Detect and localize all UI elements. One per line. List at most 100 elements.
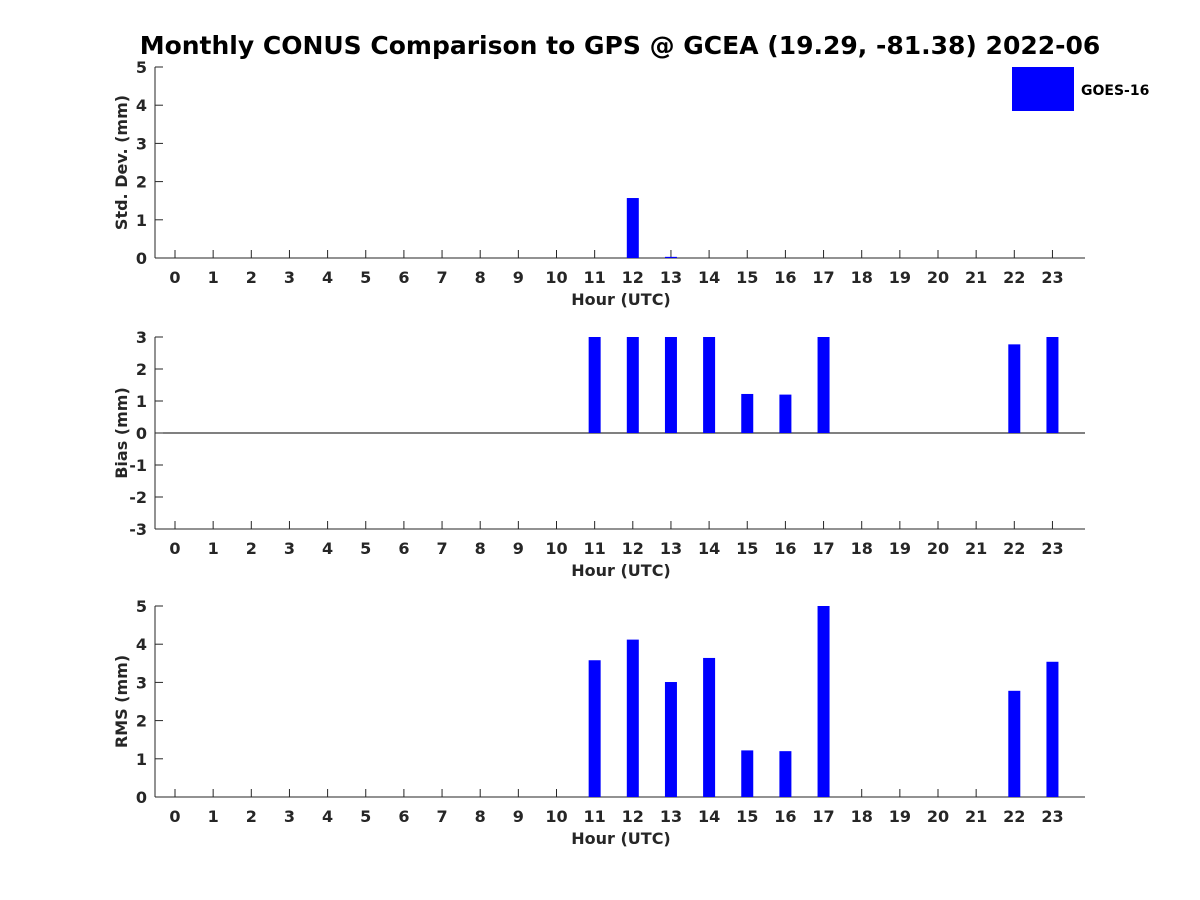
y-tick-label: 5 xyxy=(136,58,147,77)
bar-hour-22 xyxy=(1008,344,1021,433)
y-tick-label: 1 xyxy=(136,211,147,230)
x-tick-label: 9 xyxy=(513,268,524,287)
x-tick-label: 0 xyxy=(169,807,180,826)
x-axis-label: Hour (UTC) xyxy=(571,561,671,580)
x-tick-label: 18 xyxy=(851,268,873,287)
y-tick-label: 4 xyxy=(136,96,147,115)
y-tick-label: 2 xyxy=(136,173,147,192)
x-tick-label: 13 xyxy=(660,268,682,287)
x-tick-label: 12 xyxy=(622,807,644,826)
x-tick-label: 22 xyxy=(1003,539,1025,558)
x-tick-label: 7 xyxy=(436,268,447,287)
x-tick-label: 6 xyxy=(398,539,409,558)
y-tick-label: -3 xyxy=(129,520,147,539)
x-tick-label: 7 xyxy=(436,807,447,826)
x-tick-label: 3 xyxy=(284,268,295,287)
y-tick-label: 0 xyxy=(136,249,147,268)
x-tick-label: 10 xyxy=(545,807,567,826)
x-axis-label: Hour (UTC) xyxy=(571,829,671,848)
x-tick-label: 4 xyxy=(322,539,333,558)
bar-hour-17 xyxy=(817,606,830,797)
x-tick-label: 2 xyxy=(246,807,257,826)
x-tick-label: 5 xyxy=(360,807,371,826)
y-tick-label: 2 xyxy=(136,712,147,731)
x-tick-label: 17 xyxy=(812,539,834,558)
x-tick-label: 15 xyxy=(736,268,758,287)
x-tick-label: 4 xyxy=(322,268,333,287)
x-tick-label: 1 xyxy=(208,539,219,558)
y-tick-label: 3 xyxy=(136,328,147,347)
x-tick-label: 12 xyxy=(622,539,644,558)
y-tick-label: -1 xyxy=(129,456,147,475)
x-tick-label: 1 xyxy=(208,268,219,287)
bar-hour-12 xyxy=(626,198,639,258)
bar-hour-16 xyxy=(779,394,792,433)
bar-hour-13 xyxy=(664,682,677,797)
x-tick-label: 7 xyxy=(436,539,447,558)
x-tick-label: 19 xyxy=(889,807,911,826)
x-tick-label: 19 xyxy=(889,268,911,287)
x-tick-label: 1 xyxy=(208,807,219,826)
x-tick-label: 14 xyxy=(698,807,720,826)
x-tick-label: 23 xyxy=(1041,268,1063,287)
x-axis-label: Hour (UTC) xyxy=(571,290,671,309)
bar-hour-17 xyxy=(817,337,830,433)
x-tick-label: 9 xyxy=(513,539,524,558)
x-tick-label: 23 xyxy=(1041,807,1063,826)
x-tick-label: 0 xyxy=(169,268,180,287)
x-tick-label: 16 xyxy=(774,807,796,826)
x-tick-label: 21 xyxy=(965,539,987,558)
x-tick-label: 13 xyxy=(660,807,682,826)
x-tick-label: 20 xyxy=(927,268,949,287)
x-tick-label: 12 xyxy=(622,268,644,287)
bar-hour-15 xyxy=(741,393,754,433)
bar-hour-12 xyxy=(626,639,639,797)
bar-hour-23 xyxy=(1046,661,1059,797)
x-tick-label: 15 xyxy=(736,539,758,558)
chart-title: Monthly CONUS Comparison to GPS @ GCEA (… xyxy=(140,31,1101,60)
x-tick-label: 16 xyxy=(774,268,796,287)
x-tick-label: 8 xyxy=(475,268,486,287)
y-tick-label: 2 xyxy=(136,360,147,379)
bar-hour-23 xyxy=(1046,337,1059,433)
x-tick-label: 11 xyxy=(584,268,606,287)
x-tick-label: 2 xyxy=(246,268,257,287)
y-tick-label: 4 xyxy=(136,635,147,654)
y-tick-label: 1 xyxy=(136,392,147,411)
bar-hour-15 xyxy=(741,750,754,797)
y-tick-label: 5 xyxy=(136,597,147,616)
y-tick-label: 3 xyxy=(136,134,147,153)
x-tick-label: 23 xyxy=(1041,539,1063,558)
bar-hour-14 xyxy=(703,657,716,797)
bar-hour-14 xyxy=(703,337,716,433)
x-tick-label: 15 xyxy=(736,807,758,826)
bar-hour-16 xyxy=(779,751,792,797)
bar-hour-13 xyxy=(664,337,677,433)
y-axis-label: RMS (mm) xyxy=(112,655,131,748)
x-tick-label: 2 xyxy=(246,539,257,558)
x-tick-label: 22 xyxy=(1003,807,1025,826)
x-tick-label: 14 xyxy=(698,539,720,558)
y-tick-label: 1 xyxy=(136,750,147,769)
x-tick-label: 6 xyxy=(398,268,409,287)
x-tick-label: 5 xyxy=(360,539,371,558)
x-tick-label: 18 xyxy=(851,539,873,558)
bar-hour-22 xyxy=(1008,690,1021,797)
y-axis-label: Std. Dev. (mm) xyxy=(112,95,131,230)
x-tick-label: 18 xyxy=(851,807,873,826)
x-tick-label: 20 xyxy=(927,807,949,826)
x-tick-label: 21 xyxy=(965,268,987,287)
x-tick-label: 17 xyxy=(812,268,834,287)
x-tick-label: 20 xyxy=(927,539,949,558)
x-tick-label: 10 xyxy=(545,539,567,558)
x-tick-label: 16 xyxy=(774,539,796,558)
legend-label: GOES-16 xyxy=(1081,83,1149,99)
x-tick-label: 9 xyxy=(513,807,524,826)
x-tick-label: 6 xyxy=(398,807,409,826)
y-tick-label: -2 xyxy=(129,488,147,507)
